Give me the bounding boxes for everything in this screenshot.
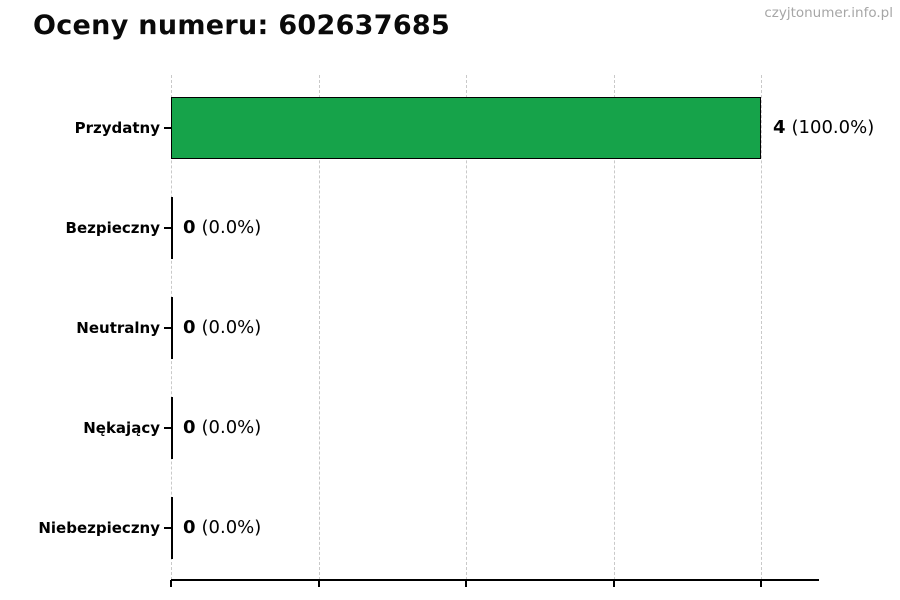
chart-row: Niebezpieczny 0 (0.0%) [0, 497, 900, 559]
value-label: 4 (100.0%) [773, 97, 874, 159]
value-label: 0 (0.0%) [183, 397, 261, 459]
category-label: Niebezpieczny [38, 519, 160, 537]
gridline [761, 75, 762, 580]
chart-row: Neutralny 0 (0.0%) [0, 297, 900, 359]
y-axis-tick [164, 527, 171, 529]
value-label: 0 (0.0%) [183, 297, 261, 359]
value-percent: (100.0%) [791, 117, 875, 138]
chart-row: Przydatny 4 (100.0%) [0, 97, 900, 159]
bar [171, 197, 173, 259]
x-axis-tick [760, 580, 762, 587]
x-axis-tick [170, 580, 172, 587]
value-percent: (0.0%) [201, 517, 262, 538]
value-count: 0 [183, 317, 196, 338]
x-axis-tick [317, 580, 320, 587]
gridline [613, 75, 615, 580]
category-label: Nękający [83, 419, 160, 437]
value-label: 0 (0.0%) [183, 197, 261, 259]
gridline [466, 75, 467, 580]
x-axis-tick [612, 580, 615, 587]
bar [171, 97, 761, 159]
y-axis-tick [164, 227, 171, 229]
category-label: Przydatny [74, 119, 160, 137]
category-label: Neutralny [76, 319, 160, 337]
watermark: czyjtonumer.info.pl [764, 5, 893, 21]
category-label: Bezpieczny [65, 219, 160, 237]
bar [171, 297, 173, 359]
value-percent: (0.0%) [201, 317, 262, 338]
value-count: 0 [183, 417, 196, 438]
value-count: 0 [183, 517, 196, 538]
value-label: 0 (0.0%) [183, 497, 261, 559]
chart-title: Oceny numeru: 602637685 [33, 10, 451, 41]
value-count: 4 [773, 117, 786, 138]
value-percent: (0.0%) [201, 217, 262, 238]
y-axis-tick [164, 127, 171, 129]
bar [171, 497, 173, 559]
gridline [318, 75, 320, 580]
bar [171, 397, 173, 459]
chart-row: Nękający 0 (0.0%) [0, 397, 900, 459]
y-axis-tick [164, 427, 171, 429]
value-percent: (0.0%) [201, 417, 262, 438]
value-count: 0 [183, 217, 196, 238]
x-axis [171, 579, 819, 581]
x-axis-tick [465, 580, 467, 587]
y-axis-tick [164, 327, 171, 329]
chart-row: Bezpieczny 0 (0.0%) [0, 197, 900, 259]
